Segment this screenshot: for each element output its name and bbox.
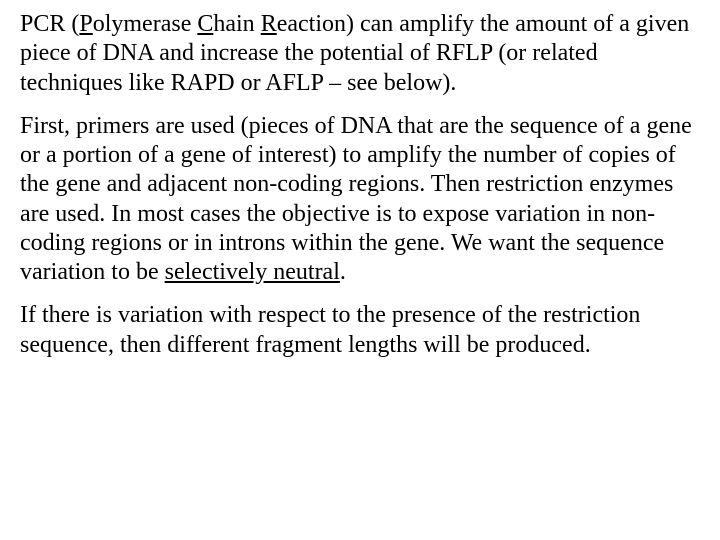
paragraph-3: If there is variation with respect to th… <box>20 301 696 360</box>
pcr-hain: hain <box>213 11 260 37</box>
p1-lead: PCR ( <box>20 11 79 37</box>
p2-a: First, primers are used (pieces of DNA t… <box>20 113 692 285</box>
p2-c: . <box>340 259 346 285</box>
selectively-neutral: selectively neutral <box>165 259 340 285</box>
paragraph-1: PCR (Polymerase Chain Reaction) can ampl… <box>20 10 696 98</box>
pcr-r: R <box>261 11 277 37</box>
pcr-p: P <box>79 11 92 37</box>
slide-body: PCR (Polymerase Chain Reaction) can ampl… <box>0 0 720 540</box>
pcr-olymerase: olymerase <box>93 11 198 37</box>
paragraph-2: First, primers are used (pieces of DNA t… <box>20 112 696 288</box>
pcr-c: C <box>197 11 213 37</box>
pcr-eaction: eaction <box>277 11 346 37</box>
